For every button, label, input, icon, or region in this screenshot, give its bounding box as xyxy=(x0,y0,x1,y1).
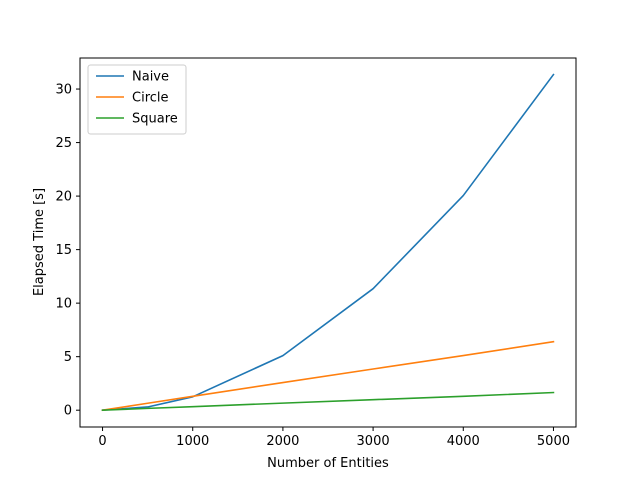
x-tick-label: 4000 xyxy=(447,434,480,449)
legend: Naive Circle Square xyxy=(87,64,187,135)
axes-spines xyxy=(79,57,577,428)
y-axis-ticks: 0 5 10 15 20 25 30 xyxy=(55,83,80,419)
x-tick-label: 0 xyxy=(98,434,106,449)
series-line-square xyxy=(101,391,555,412)
y-tick-label: 0 xyxy=(64,404,72,419)
axes-frame xyxy=(79,57,577,428)
legend-label-circle: Circle xyxy=(132,91,169,106)
series-line-naive xyxy=(101,73,555,412)
y-axis-label: Elapsed Time [s] xyxy=(32,188,47,296)
x-axis-ticks: 0 1000 2000 3000 4000 5000 xyxy=(98,427,570,449)
y-tick-label: 20 xyxy=(55,190,72,205)
y-tick-label: 15 xyxy=(55,243,72,258)
x-tick-label: 5000 xyxy=(537,434,570,449)
y-tick-label: 25 xyxy=(55,136,72,151)
y-tick-label: 10 xyxy=(55,297,72,312)
legend-label-square: Square xyxy=(132,112,178,127)
x-axis-label: Number of Entities xyxy=(267,456,389,471)
x-tick-label: 2000 xyxy=(266,434,299,449)
x-tick-label: 3000 xyxy=(357,434,390,449)
legend-label-naive: Naive xyxy=(132,70,169,85)
y-tick-label: 30 xyxy=(55,83,72,98)
y-tick-label: 5 xyxy=(64,350,72,365)
legend-box xyxy=(87,64,187,135)
series-line-circle xyxy=(101,340,555,412)
x-tick-label: 1000 xyxy=(176,434,209,449)
series-layer xyxy=(101,73,555,412)
